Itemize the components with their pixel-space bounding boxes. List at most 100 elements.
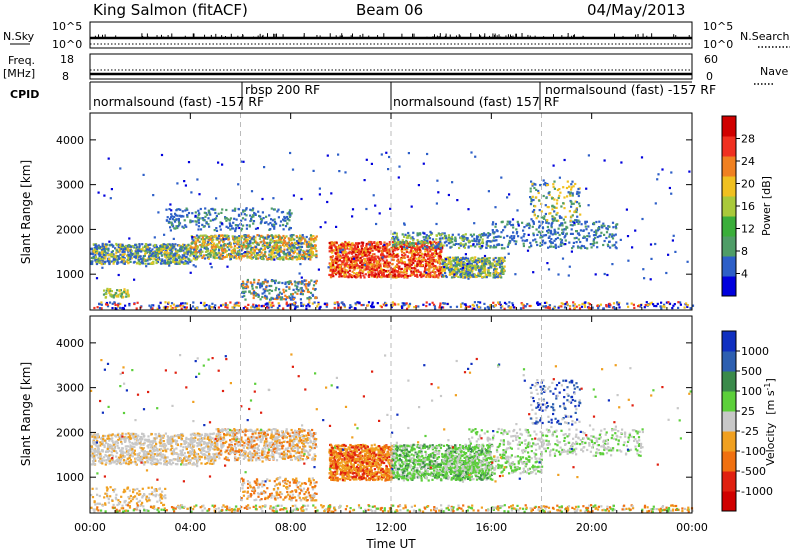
echo-cell — [255, 257, 258, 260]
echo-cell — [529, 196, 532, 199]
echo-cell — [333, 249, 336, 252]
echo-cell — [351, 250, 354, 253]
echo-cell — [392, 235, 395, 239]
echo-cell — [440, 258, 443, 261]
echo-cell — [454, 274, 457, 278]
echo-cell — [454, 266, 457, 269]
echo-cell — [372, 268, 375, 271]
echo-cell — [369, 266, 372, 269]
echo-cell — [503, 265, 506, 268]
echo-cell — [388, 252, 392, 255]
echo-cell — [438, 265, 441, 268]
echo-cell — [588, 307, 591, 310]
echo-cell — [360, 269, 363, 272]
echo-cell — [108, 289, 111, 293]
echo-cell — [272, 237, 275, 240]
echo-cell — [203, 257, 207, 260]
echo-cell — [615, 241, 618, 244]
echo-cell — [122, 290, 126, 294]
echo-cell — [548, 235, 551, 238]
echo-cell — [241, 235, 244, 238]
echo-cell — [121, 250, 124, 254]
echo-cell — [101, 245, 104, 248]
echo-cell — [144, 250, 147, 253]
echo-cell — [258, 250, 261, 253]
echo-cell — [207, 257, 210, 260]
echo-cell — [420, 244, 423, 247]
echo-cell — [292, 288, 295, 291]
echo-cell — [305, 279, 308, 282]
echo-cell — [402, 261, 405, 264]
echo-cell — [533, 209, 536, 212]
echo-cell — [584, 222, 587, 225]
echo-cell — [170, 213, 173, 216]
echo-cell — [556, 211, 559, 215]
echo-cell — [205, 236, 208, 239]
echo-cell — [437, 269, 440, 273]
echo-cell — [165, 254, 168, 257]
echo-cell — [308, 255, 311, 258]
echo-cell — [451, 256, 454, 259]
echo-cell — [219, 304, 223, 307]
echo-cell — [280, 250, 283, 253]
echo-cell — [273, 240, 276, 243]
echo-cell — [115, 295, 118, 298]
echo-cell — [487, 234, 490, 237]
echo-cell — [406, 242, 409, 245]
echo-cell — [282, 234, 285, 238]
echo-cell — [113, 260, 116, 263]
echo-cell — [274, 282, 277, 285]
echo-cell — [554, 246, 557, 250]
echo-cell — [463, 246, 466, 249]
echo-cell — [147, 257, 150, 260]
echo-cell — [343, 259, 346, 262]
echo-cell — [564, 215, 567, 218]
echo-cell — [425, 234, 428, 237]
echo-cell — [166, 261, 169, 265]
echo-cell — [393, 266, 396, 269]
echo-cell — [560, 244, 563, 247]
echo-cell — [169, 246, 172, 249]
echo-cell — [197, 228, 200, 231]
echo-cell — [416, 273, 419, 276]
echo-cell — [270, 258, 273, 261]
echo-cell — [439, 240, 442, 243]
echo-cell — [300, 245, 304, 248]
echo-cell — [358, 242, 361, 245]
echo-cell — [180, 302, 183, 305]
echo-cell — [402, 271, 405, 274]
echo-cell — [209, 249, 213, 252]
echo-cell — [122, 295, 125, 298]
echo-cell — [242, 224, 245, 227]
echo-cell — [250, 216, 253, 219]
echo-cell — [597, 227, 600, 230]
echo-cell — [120, 261, 123, 264]
echo-cell — [252, 296, 255, 300]
echo-cell — [373, 274, 376, 277]
echo-cell — [448, 236, 451, 239]
echo-cell — [112, 262, 115, 265]
echo-cell — [575, 201, 579, 204]
echo-cell — [595, 241, 599, 244]
echo-cell — [285, 253, 288, 256]
echo-cell — [115, 249, 118, 252]
echo-cell — [371, 249, 374, 252]
echo-cell — [104, 248, 107, 251]
echo-cell — [194, 258, 197, 261]
echo-cell — [310, 246, 313, 249]
echo-cell — [551, 241, 554, 244]
echo-cell — [262, 217, 265, 220]
echo-cell — [544, 212, 547, 216]
echo-cell — [341, 245, 344, 248]
echo-cell — [149, 262, 153, 265]
echo-cell — [232, 221, 235, 224]
echo-cell — [554, 233, 557, 236]
echo-cell — [397, 266, 400, 269]
echo-cell — [427, 235, 430, 238]
echo-cell — [524, 239, 527, 242]
echo-cell — [474, 268, 477, 271]
echo-cell — [459, 303, 463, 306]
echo-cell — [244, 290, 247, 293]
echo-cell — [563, 306, 567, 309]
echo-cell — [309, 249, 312, 252]
